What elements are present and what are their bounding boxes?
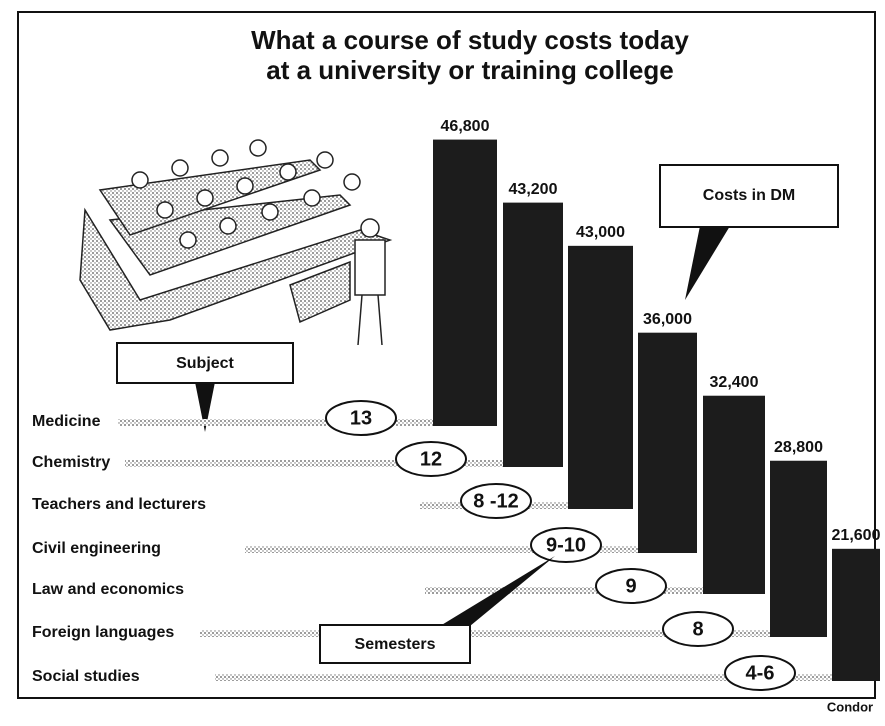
bar [433, 140, 497, 426]
category-label: Law and economics [32, 581, 184, 598]
chart: What a course of study costs today at a … [0, 0, 885, 726]
category-label: Foreign languages [32, 624, 174, 641]
category-label: Civil engineering [32, 540, 161, 557]
bar [638, 333, 697, 553]
value-label: 43,000 [576, 224, 625, 241]
subject-callout: Subject [117, 343, 293, 432]
annotation: Subject [176, 355, 234, 372]
semester-label: 4-6 [746, 662, 775, 684]
value-label: 43,200 [509, 181, 558, 198]
semester-label: 9 [625, 575, 636, 597]
bar [503, 203, 563, 467]
source: Condor [827, 699, 873, 714]
semester-label: 8 -12 [473, 490, 519, 512]
semester-label: 9-10 [546, 534, 586, 556]
value-label: 32,400 [710, 374, 759, 391]
bar [568, 246, 633, 509]
value-label: 36,000 [643, 311, 692, 328]
category-label: Social studies [32, 668, 140, 685]
value-label: 28,800 [774, 439, 823, 456]
bar [832, 549, 880, 681]
chart-title: What a course of study costs today [251, 25, 689, 55]
semester-label: 12 [420, 448, 442, 470]
costs-callout: Costs in DM [660, 165, 838, 300]
semester-label: 13 [350, 407, 372, 429]
category-label: Teachers and lecturers [32, 496, 206, 513]
annotation: Semesters [355, 636, 436, 653]
bar [770, 461, 827, 637]
value-label: 21,600 [832, 527, 881, 544]
classroom-illustration [80, 140, 390, 345]
category-label: Chemistry [32, 454, 110, 471]
chart-title: at a university or training college [266, 55, 673, 85]
semester-label: 8 [692, 618, 703, 640]
annotation: Costs in DM [703, 187, 795, 204]
semesters-callout: Semesters [320, 556, 555, 663]
category-label: Medicine [32, 413, 101, 430]
value-label: 46,800 [441, 118, 490, 135]
bar [703, 396, 765, 594]
